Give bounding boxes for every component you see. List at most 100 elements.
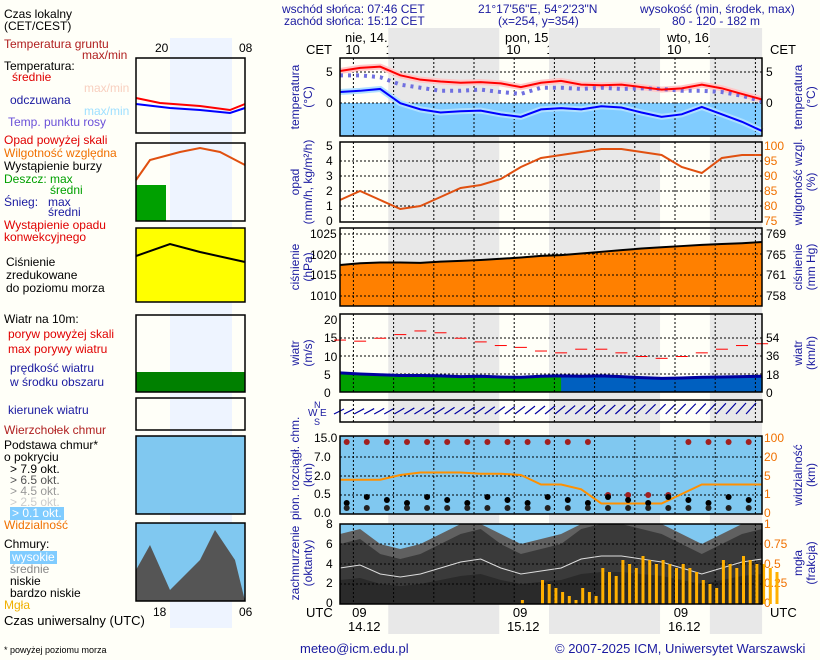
- cloud-base-dot: [685, 505, 692, 511]
- legend-mid: średnie: [10, 562, 50, 576]
- legend-maxmin2: max/min: [84, 104, 130, 118]
- cloud-base-dot: [685, 497, 692, 503]
- date-bottom: 16.12: [668, 619, 701, 634]
- legend-mid: średnie: [12, 70, 52, 84]
- fog-bar: [708, 584, 712, 604]
- wind-tick: 15: [324, 331, 338, 346]
- legend-utc: Czas uniwersalny (UTC): [4, 613, 145, 628]
- fog-bar: [688, 568, 692, 604]
- mini-rain-bars: [136, 185, 166, 221]
- fog-tick: 1: [764, 517, 771, 531]
- panel-frame-wind: [339, 313, 763, 393]
- fog-bar: [520, 600, 524, 604]
- fog-bar: [768, 568, 772, 604]
- wind-speed-bar: [440, 375, 462, 392]
- cloud-base-dot: [343, 505, 350, 511]
- fog-bar: [648, 560, 652, 604]
- dir-n: N: [314, 400, 321, 410]
- legend-low: niskie: [10, 574, 41, 588]
- fog-bar: [587, 592, 591, 604]
- utc-label-right: UTC: [770, 605, 797, 620]
- panel-frame-cb: [339, 435, 763, 515]
- temp-tick: 0: [326, 96, 333, 110]
- cloud-base-dot: [705, 500, 712, 506]
- mini-time-top: 08: [239, 41, 253, 55]
- temp-tick: 5: [326, 65, 333, 79]
- mini-wind-fill: [136, 372, 245, 392]
- cloud-top-dot: [544, 439, 551, 445]
- mini-time-top: 20: [155, 41, 169, 55]
- cet-label-right: CET: [770, 42, 796, 57]
- visibility-tick: 0: [764, 506, 771, 520]
- wind-direction-arrow: [464, 406, 475, 415]
- pressure-tick: 1020: [310, 247, 337, 262]
- cloud-base-dot: [645, 500, 652, 506]
- cet-label-left: CET: [306, 42, 332, 57]
- wind-direction-arrow: [333, 408, 345, 415]
- elevation-label: wysokość (min, środek, max): [640, 2, 795, 16]
- wind-direction-arrow: [625, 404, 636, 415]
- cloud-base-dot: [404, 505, 410, 511]
- wind-direction-arrow: [363, 408, 375, 415]
- wind-speed-bar: [661, 378, 683, 392]
- fog-bar: [748, 560, 752, 604]
- precip-tick: 1: [326, 199, 333, 213]
- fog-bar: [594, 596, 598, 604]
- fog-bar: [661, 560, 665, 604]
- hour-top: 10: [506, 42, 521, 57]
- wind-direction-arrow: [343, 408, 355, 415]
- cloud-base-dot: [745, 497, 752, 503]
- wind-direction-arrow: [494, 406, 506, 415]
- wind-direction-arrow: [604, 404, 616, 415]
- hour-top: 10: [345, 42, 360, 57]
- legend-ground_temp: Temperatura gruntu: [4, 37, 109, 51]
- cloud-base-dot: [504, 505, 511, 511]
- wind-direction-arrow: [564, 405, 576, 415]
- cloud-base-dot: [363, 505, 370, 511]
- cloudcover-tick: 4: [326, 556, 333, 571]
- footnote: * powyżej poziomu morza: [4, 645, 107, 655]
- cloud-base-bg: [340, 436, 762, 514]
- wind-direction-arrow: [705, 403, 717, 415]
- legend-dew: Temp. punktu rosy: [8, 115, 107, 129]
- cloud-base-dot: [544, 494, 551, 500]
- wind-direction-arrow: [383, 407, 395, 415]
- fog-bar: [701, 580, 705, 604]
- panel-frame-dir: [339, 399, 763, 423]
- fog-bar: [735, 568, 739, 604]
- cloud-base-dot: [665, 505, 672, 511]
- cloud-top-dot: [705, 439, 712, 445]
- sunrise: wschód słońca: 07:46 CET: [282, 2, 425, 16]
- legend-rain_mean: średni: [50, 183, 83, 197]
- fog-bar: [561, 592, 565, 604]
- temp-tick-right: 0: [766, 96, 773, 110]
- precip-tick: 5: [326, 139, 333, 153]
- hour-top: 10: [667, 42, 682, 57]
- mmhg-tick: 758: [766, 289, 787, 303]
- panel-frame-cc: [339, 523, 763, 605]
- legend-press1: Ciśnienie: [6, 255, 56, 269]
- fog-bar: [614, 576, 618, 604]
- humidity-tick: 95: [764, 154, 778, 168]
- wind-direction-arrow: [715, 402, 727, 415]
- cloud-top-dot: [685, 439, 692, 445]
- legend-snow_mean: średni: [48, 205, 81, 219]
- wind-direction-arrow: [454, 406, 465, 415]
- wind-speed-bar: [561, 375, 582, 392]
- cloud-base-dot: [544, 505, 551, 511]
- fog-bar: [695, 572, 699, 604]
- cloud-top-dot: [343, 439, 350, 445]
- legend-press3: do poziomu morza: [6, 281, 105, 295]
- legend-okt65: > 6.5 okt.: [10, 473, 60, 487]
- humidity-tick: 90: [764, 169, 778, 183]
- visibility-tick: 1: [764, 487, 771, 502]
- mini-panel-frame: [135, 142, 246, 222]
- fog-tick: 0.75: [764, 536, 788, 551]
- wind-speed-bar: [621, 376, 642, 392]
- pressure-line: [339, 240, 763, 266]
- mini-panel-frame: [135, 522, 246, 602]
- email-link[interactable]: meteo@icm.edu.pl: [300, 641, 409, 656]
- dir-s: S: [314, 417, 321, 427]
- legend-wind_dir: kierunek wiatru: [8, 403, 89, 417]
- cloud-top-dot: [464, 439, 471, 445]
